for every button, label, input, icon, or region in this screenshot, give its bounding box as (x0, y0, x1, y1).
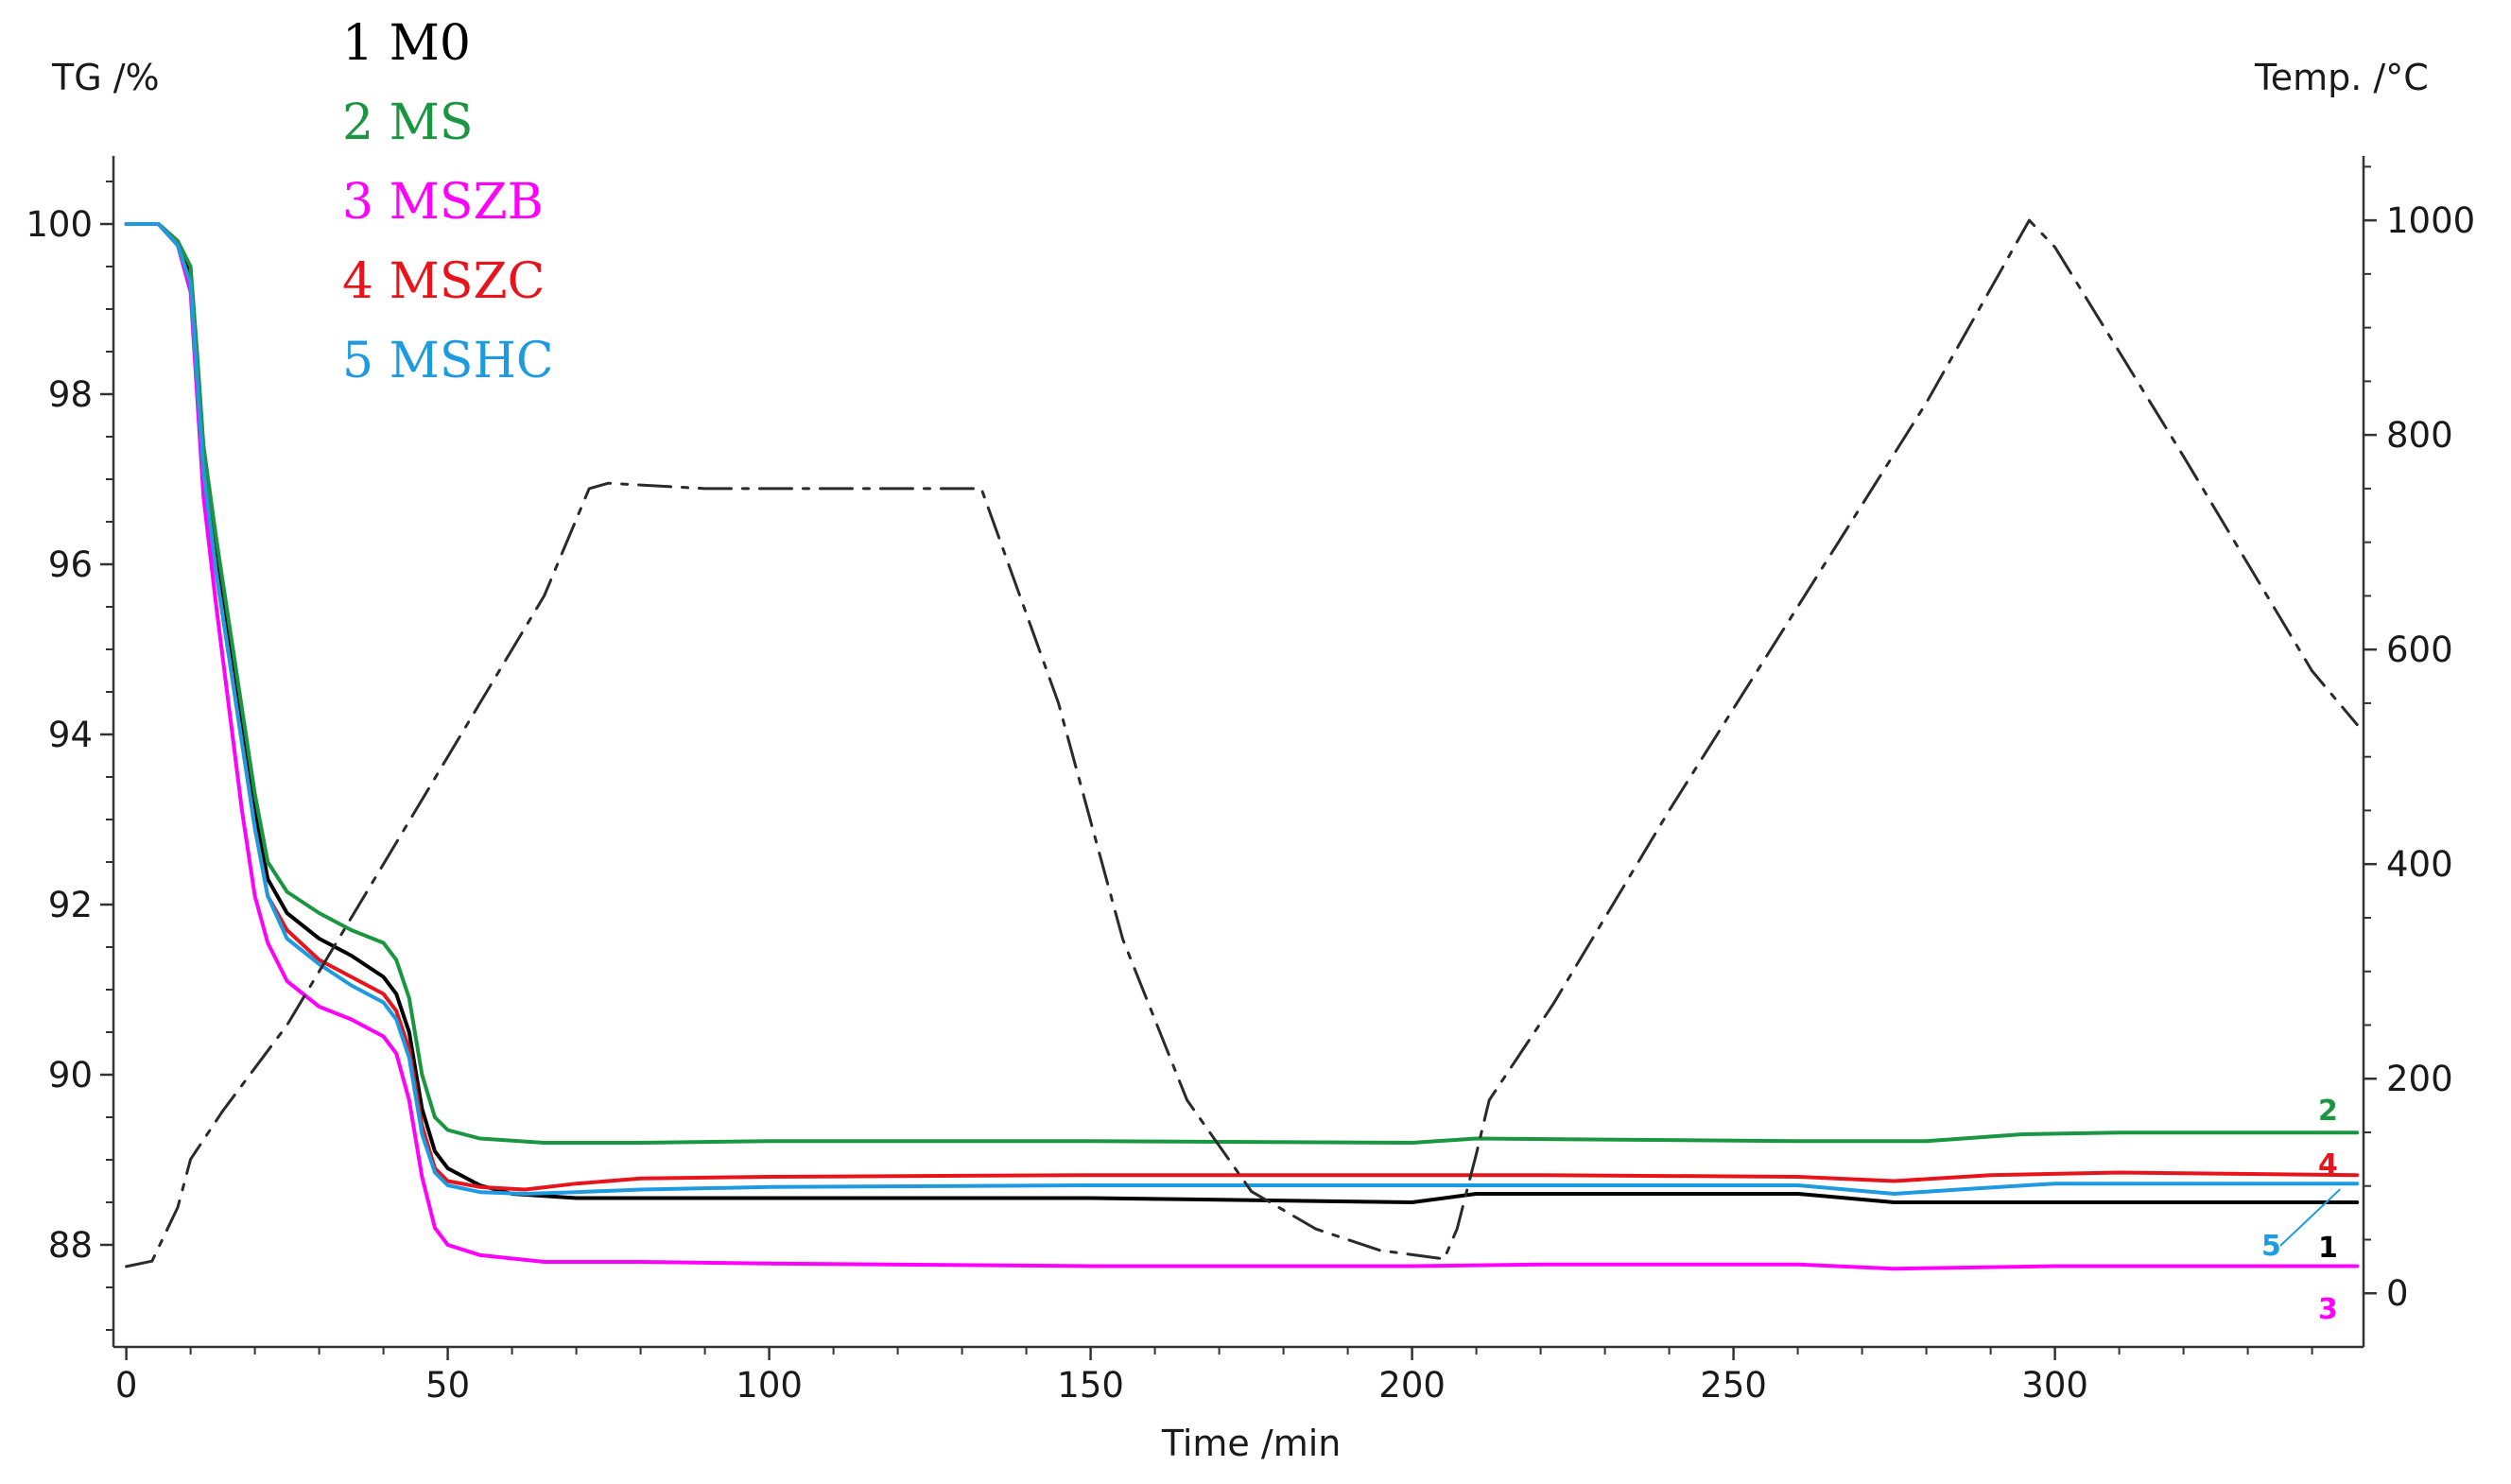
legend-entry-3: 3 MSZB (342, 174, 544, 231)
x-axis-title: Time /min (1161, 1423, 1342, 1464)
y-left-tick-label: 96 (48, 544, 93, 585)
series-end-label-4: 4 (2318, 1148, 2338, 1182)
series-5-leader-line (2279, 1188, 2341, 1247)
x-tick-label: 250 (1700, 1365, 1767, 1406)
series-line-5 (124, 222, 2360, 1196)
series-line-3 (124, 222, 2360, 1271)
y-right-tick-label: 0 (2386, 1273, 2409, 1314)
y-left-tick-label: 88 (48, 1225, 93, 1266)
series-end-label-1: 1 (2318, 1232, 2338, 1265)
x-tick-label: 150 (1057, 1365, 1124, 1406)
y-left-tick-label: 92 (48, 885, 93, 925)
y-left-tick-label: 90 (48, 1055, 93, 1096)
series-end-label-5: 5 (2261, 1230, 2281, 1263)
x-tick-label: 50 (425, 1365, 470, 1406)
y-left-tick-label: 94 (48, 715, 93, 755)
series-end-label-2: 2 (2318, 1095, 2338, 1128)
series-line-2 (124, 222, 2360, 1145)
legend-entry-4: 4 MSZC (342, 253, 545, 310)
x-tick-label: 300 (2021, 1365, 2088, 1406)
series-end-label-3: 3 (2318, 1293, 2338, 1326)
series-line-temperature (125, 218, 2359, 1268)
y-right-tick-label: 600 (2386, 630, 2453, 670)
series-layer (124, 218, 2360, 1271)
left-axis-title: TG /% (51, 57, 160, 98)
y-left-tick-label: 98 (48, 374, 93, 415)
x-tick-label: 200 (1378, 1365, 1446, 1406)
legend-entry-2: 2 MS (342, 95, 473, 151)
x-tick-label: 0 (115, 1365, 138, 1406)
y-left-tick-label: 100 (26, 204, 93, 245)
labels: TG /% Temp. /°C Time /min 1 M0 2 MS 3 MSZB 4 M… (51, 15, 2429, 1464)
y-right-tick-label: 1000 (2386, 200, 2475, 241)
legend-entry-5: 5 MSHC (342, 333, 554, 389)
y-right-tick-label: 200 (2386, 1059, 2453, 1099)
y-right-tick-label: 800 (2386, 415, 2453, 456)
y-right-tick-label: 400 (2386, 844, 2453, 885)
x-tick-label: 100 (736, 1365, 803, 1406)
legend-entry-1: 1 M0 (342, 15, 471, 72)
right-axis-title: Temp. /°C (2254, 57, 2429, 98)
